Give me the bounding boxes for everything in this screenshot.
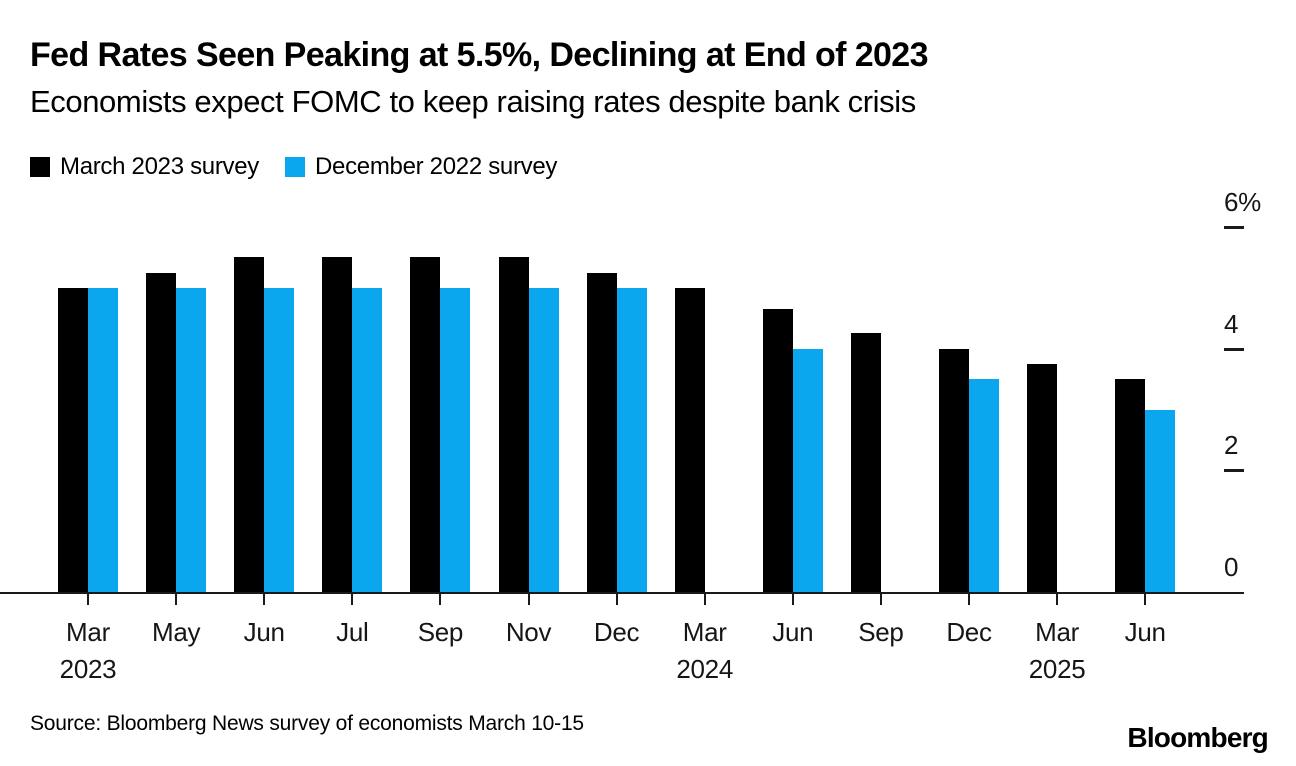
x-tick bbox=[527, 594, 530, 605]
x-axis-year-label: 2023 bbox=[59, 654, 117, 684]
x-tick bbox=[439, 594, 442, 605]
bar-december-2022-survey bbox=[352, 287, 383, 592]
bar-march-2023-survey bbox=[850, 333, 881, 592]
legend-swatch-black-icon bbox=[30, 157, 50, 177]
bar-march-2023-survey bbox=[234, 257, 265, 592]
x-axis-label: Jul bbox=[336, 617, 369, 647]
x-axis-year-label: 2024 bbox=[676, 654, 733, 684]
x-tick bbox=[351, 594, 354, 605]
bar-december-2022-survey bbox=[969, 379, 999, 592]
x-tick bbox=[791, 594, 794, 605]
x-axis-label: Jun bbox=[1124, 617, 1166, 647]
bar-march-2023-survey bbox=[498, 257, 529, 592]
x-axis-label: Jun bbox=[243, 617, 285, 647]
legend-swatch-blue-icon bbox=[285, 157, 305, 177]
y-tick-dash bbox=[1224, 226, 1244, 229]
bar-march-2023-survey bbox=[762, 309, 793, 592]
bar-december-2022-survey bbox=[1145, 409, 1176, 592]
bar-december-2022-survey bbox=[616, 287, 647, 592]
legend: March 2023 survey December 2022 survey bbox=[30, 153, 557, 181]
x-axis-label: Sep bbox=[417, 617, 464, 647]
y-tick-dash bbox=[1224, 347, 1244, 351]
source-note: Source: Bloomberg News survey of economi… bbox=[30, 712, 584, 735]
y-axis-label: 6% bbox=[1224, 187, 1261, 217]
x-tick bbox=[879, 594, 882, 605]
bar-march-2023-survey bbox=[586, 272, 617, 592]
x-tick bbox=[615, 594, 618, 605]
x-tick bbox=[968, 594, 970, 605]
legend-item-december-2022-survey: December 2022 survey bbox=[285, 153, 557, 181]
y-axis-label: 0 bbox=[1224, 552, 1239, 582]
x-axis-label: Mar bbox=[682, 617, 727, 647]
legend-label: December 2022 survey bbox=[315, 153, 558, 180]
bar-december-2022-survey bbox=[792, 348, 823, 592]
bar-december-2022-survey bbox=[440, 287, 471, 592]
y-axis-label: 2 bbox=[1224, 430, 1239, 461]
x-axis-label: Mar bbox=[66, 617, 110, 647]
bar-december-2022-survey bbox=[176, 287, 207, 592]
bar-december-2022-survey bbox=[264, 287, 295, 592]
x-tick bbox=[263, 594, 266, 605]
page-subtitle: Economists expect FOMC to keep raising r… bbox=[30, 84, 916, 119]
x-tick bbox=[703, 594, 706, 605]
x-tick bbox=[1056, 594, 1059, 605]
x-axis-line bbox=[0, 592, 1244, 594]
x-tick bbox=[1144, 594, 1147, 605]
x-axis-label: Mar bbox=[1035, 617, 1080, 647]
x-axis-label: May bbox=[151, 617, 201, 647]
legend-item-march-2023-survey: March 2023 survey bbox=[30, 153, 259, 181]
page-title: Fed Rates Seen Peaking at 5.5%, Declinin… bbox=[30, 36, 929, 74]
x-axis-label: Sep bbox=[858, 617, 904, 647]
bar-december-2022-survey bbox=[528, 287, 559, 592]
bar-march-2023-survey bbox=[322, 257, 353, 592]
x-axis-label: Jun bbox=[772, 617, 814, 647]
x-axis-year-label: 2025 bbox=[1028, 654, 1086, 684]
x-tick bbox=[175, 594, 178, 605]
x-axis-label: Dec bbox=[593, 617, 640, 647]
x-tick bbox=[87, 594, 89, 605]
x-axis-label: Nov bbox=[505, 617, 552, 647]
bar-december-2022-survey bbox=[88, 287, 118, 592]
y-tick-dash bbox=[1224, 469, 1244, 473]
bar-march-2023-survey bbox=[58, 287, 88, 592]
bar-march-2023-survey bbox=[674, 287, 705, 592]
bar-march-2023-survey bbox=[939, 348, 969, 592]
bar-march-2023-survey bbox=[1027, 363, 1058, 592]
y-axis-label: 4 bbox=[1224, 308, 1239, 339]
bar-march-2023-survey bbox=[410, 257, 441, 592]
bar-march-2023-survey bbox=[1115, 379, 1146, 592]
x-axis-label: Dec bbox=[946, 617, 992, 647]
bloomberg-logo: Bloomberg bbox=[1127, 722, 1268, 753]
legend-label: March 2023 survey bbox=[60, 153, 259, 180]
bar-march-2023-survey bbox=[146, 272, 177, 592]
